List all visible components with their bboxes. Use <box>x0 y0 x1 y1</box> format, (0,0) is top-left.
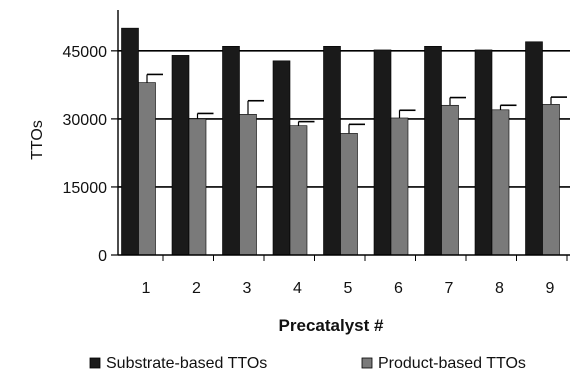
bar-substrate <box>222 45 240 256</box>
x-tick-label: 5 <box>344 280 353 297</box>
bar-substrate <box>474 49 493 256</box>
bar-product <box>491 109 510 256</box>
error-bars <box>146 73 567 134</box>
axes <box>111 10 570 261</box>
x-tick-label: 6 <box>394 280 403 297</box>
bar-product <box>441 104 459 256</box>
legend-label-substrate: Substrate-based TTOs <box>106 355 267 372</box>
y-tick-label: 45000 <box>63 44 108 61</box>
legend-label-product: Product-based TTOs <box>378 355 526 372</box>
x-axis-title: Precatalyst # <box>279 316 384 335</box>
bar-substrate <box>171 55 190 256</box>
bar-product <box>138 82 156 256</box>
legend-swatch-substrate <box>89 357 101 369</box>
bar-product <box>239 114 257 256</box>
legend: Substrate-based TTOs Product-based TTOs <box>89 355 526 372</box>
legend-item-substrate: Substrate-based TTOs <box>89 355 267 372</box>
legend-item-product: Product-based TTOs <box>361 355 526 372</box>
bar-substrate <box>272 60 291 256</box>
y-tick-label: 15000 <box>63 180 108 197</box>
x-tick-label: 1 <box>142 280 151 297</box>
bar-substrate <box>121 27 139 256</box>
bar-product <box>542 104 560 256</box>
y-axis-title: TTOs <box>29 120 46 160</box>
y-tick-label: 30000 <box>63 112 108 129</box>
tick-labels: 0 15000 30000 45000 1 2 3 4 5 6 7 8 9 <box>63 44 555 297</box>
bar-product <box>289 125 308 256</box>
bar-product <box>390 117 409 256</box>
bar-product <box>340 133 358 256</box>
bar-substrate <box>525 41 543 256</box>
x-tick-label: 8 <box>495 280 504 297</box>
x-tick-label: 9 <box>546 280 555 297</box>
bar-substrate <box>424 45 442 256</box>
x-tick-label: 2 <box>192 280 201 297</box>
bar-substrate <box>373 49 392 256</box>
bar-product <box>188 118 207 256</box>
x-tick-label: 3 <box>243 280 252 297</box>
bar-substrate <box>323 45 341 256</box>
legend-swatch-product <box>361 357 373 369</box>
bars <box>121 27 560 256</box>
x-tick-label: 4 <box>293 280 302 297</box>
x-tick-label: 7 <box>445 280 454 297</box>
y-tick-label: 0 <box>98 248 107 265</box>
